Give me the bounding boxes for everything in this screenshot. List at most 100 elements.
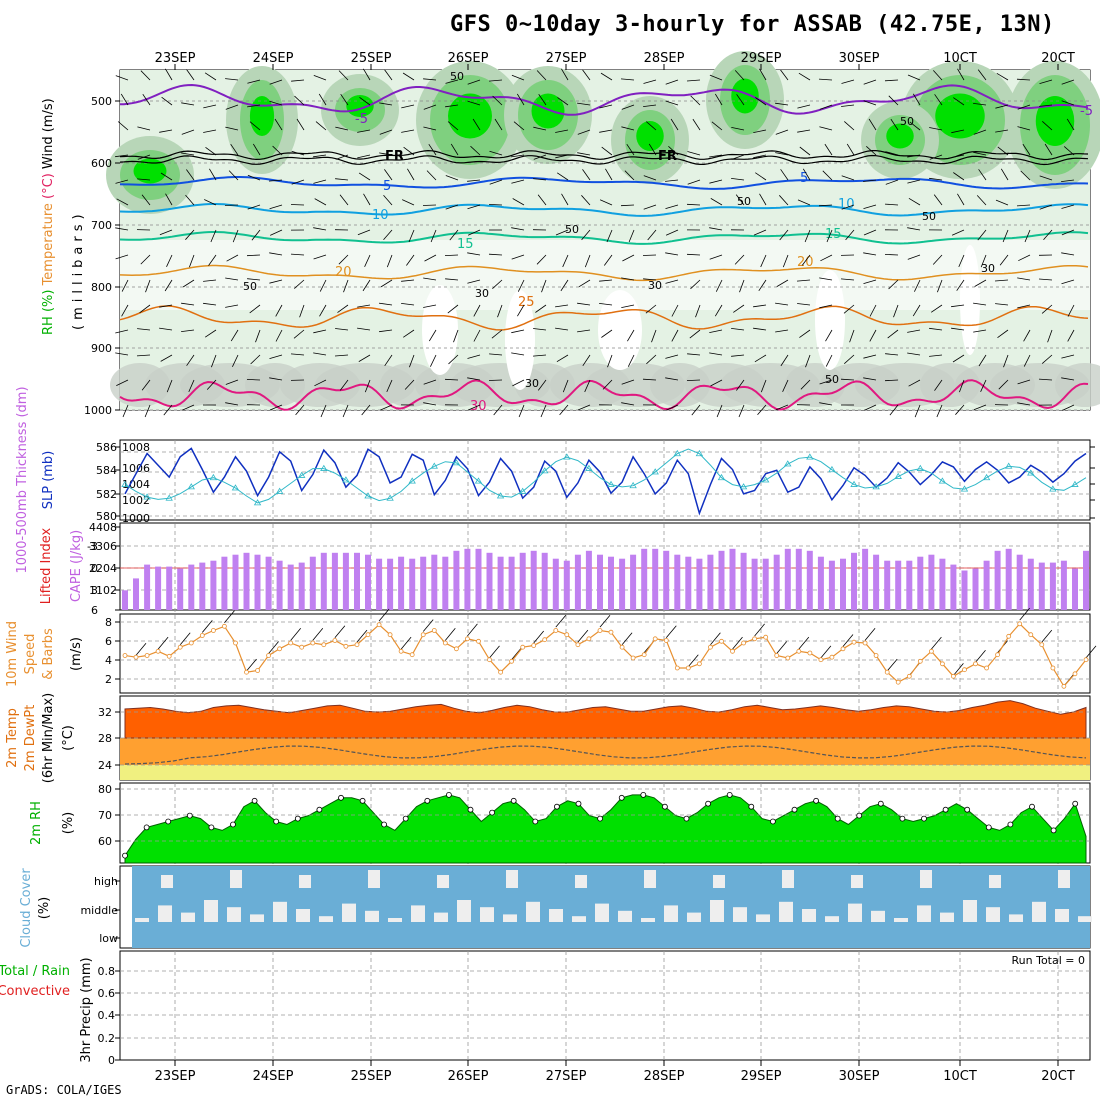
thickness-marker [960, 485, 969, 492]
wind-barb [380, 279, 393, 288]
isotherm-25 [119, 305, 1089, 331]
isotherm-label: 25 [518, 295, 535, 310]
surface-wind-barb [268, 641, 279, 654]
wind-barb [846, 143, 855, 156]
cloud-gap-high [920, 870, 932, 888]
wind-barb [929, 154, 943, 160]
thickness-marker [761, 476, 770, 483]
cloud-gap-middle [411, 905, 425, 922]
panel-frame-precip [119, 950, 1091, 1061]
wind-speed-point [917, 658, 923, 664]
wind-barb [445, 79, 459, 84]
wind-barb [736, 379, 745, 391]
surface-wind-barb [842, 634, 854, 647]
wind-barb [885, 151, 899, 156]
wind-barb [299, 304, 305, 318]
thickness-marker [430, 462, 438, 469]
precip-ylabel: 3hr Precip (mm) [79, 957, 94, 1062]
wind-barb [798, 72, 811, 81]
wind-barb [643, 104, 657, 107]
wind-barb [753, 129, 767, 133]
wind-barb [621, 277, 635, 281]
cloud-gap-high [989, 875, 1001, 888]
cape-bar [221, 556, 228, 610]
wind-speed-point [719, 638, 724, 644]
date-label-bottom: 23SEP [155, 1069, 196, 1084]
wind-barb [907, 254, 921, 260]
wind-speed-point [752, 636, 757, 642]
wind-speed-point [630, 655, 636, 661]
wind-barb [863, 204, 877, 209]
rh2m-point [186, 812, 193, 819]
wind-speed-point [984, 665, 989, 671]
wind-barb [225, 277, 239, 281]
wind-barb [782, 379, 789, 392]
date-label-bottom: 27SEP [546, 1069, 587, 1084]
date-label-bottom: 25SEP [351, 1069, 392, 1084]
wind-barb [868, 118, 877, 131]
wind-barb [408, 229, 415, 243]
wind-barb [1017, 277, 1031, 281]
cloud-gap-middle [940, 912, 954, 922]
wind-barb [275, 329, 283, 342]
wind-barb [423, 379, 437, 385]
wind-barb [511, 329, 525, 334]
wind-barb [384, 169, 393, 181]
wind-barb [998, 379, 1009, 390]
precip-tick-label: 0.6 [98, 987, 116, 1000]
wind-barb [188, 379, 195, 393]
thickness-marker [518, 487, 527, 494]
wind-barb [1039, 79, 1053, 84]
cape-bar [983, 560, 990, 610]
cape-bar [155, 566, 162, 610]
wind-barb [492, 279, 503, 289]
cape-bar [453, 550, 460, 610]
date-label-bottom: 26SEP [448, 1069, 489, 1084]
wind-barb [489, 179, 503, 185]
wind-speed-point [464, 636, 470, 642]
wind-speed-point [995, 652, 1000, 658]
cape-bar [939, 558, 946, 610]
wind-barb [797, 104, 811, 109]
rh2m-point [921, 815, 927, 822]
wind-barb [753, 154, 767, 159]
wind-barb [936, 404, 943, 418]
wind-barb [1062, 404, 1075, 411]
wind-barb [296, 118, 305, 131]
wind-barb [822, 170, 833, 181]
slp-tick-label: 1008 [122, 441, 150, 454]
wind-barb [402, 72, 415, 81]
wind-barb [339, 194, 349, 206]
wind-speed-point [741, 640, 746, 646]
wind-barb [620, 204, 635, 207]
temp-low-band [120, 765, 1090, 780]
thickness-tick-label: 584 [96, 464, 117, 477]
wind-barb [646, 354, 657, 365]
surface-wind-barb [1085, 645, 1097, 659]
wind-barb [249, 304, 261, 314]
wind-barb [512, 198, 525, 206]
cape-bar [431, 554, 438, 610]
wind-barb [599, 104, 613, 109]
wind-speed-point [895, 679, 901, 685]
wind-barb [251, 229, 261, 241]
wind-barb [977, 229, 987, 241]
wind-barb [907, 74, 921, 81]
wind-barb [929, 127, 943, 131]
surface-wind-barb [886, 658, 898, 672]
wind-barb [209, 168, 217, 181]
wind-barb [775, 129, 789, 135]
cape-bar [442, 556, 449, 610]
rh2m-point [899, 815, 906, 822]
wind-speed-point [730, 648, 735, 654]
wind-speed-point [807, 650, 813, 656]
wind-barb [383, 229, 393, 241]
rh2m-point [640, 792, 647, 798]
wind-speed-point [575, 642, 581, 648]
wind-barb [973, 129, 987, 135]
wind-barb [797, 303, 811, 306]
surface-wind-barb [422, 619, 434, 632]
rh2m-upper [120, 783, 1090, 804]
cloud-gap-high [851, 875, 863, 888]
